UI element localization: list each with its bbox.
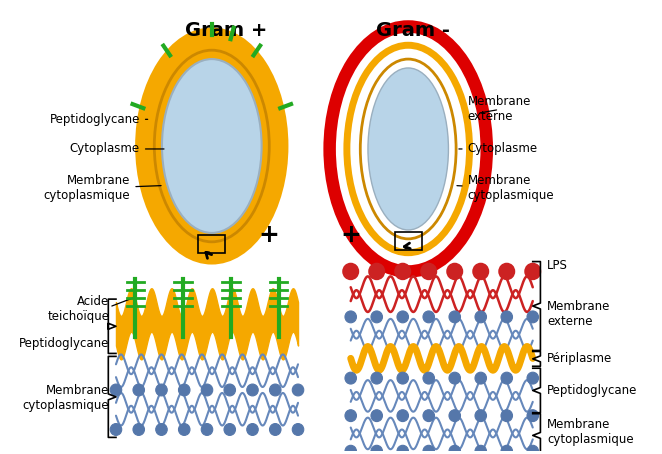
- Circle shape: [527, 410, 538, 422]
- Ellipse shape: [368, 68, 448, 230]
- Text: Membrane
externe: Membrane externe: [467, 95, 531, 123]
- Circle shape: [247, 424, 258, 435]
- Circle shape: [371, 445, 383, 454]
- Circle shape: [449, 311, 461, 323]
- Circle shape: [343, 264, 358, 279]
- Circle shape: [201, 424, 213, 435]
- Circle shape: [397, 372, 408, 384]
- Circle shape: [345, 410, 356, 422]
- Circle shape: [371, 372, 383, 384]
- Circle shape: [397, 445, 408, 454]
- Text: Périplasme: Périplasme: [547, 352, 612, 365]
- Circle shape: [527, 311, 538, 323]
- Text: +: +: [259, 223, 280, 247]
- Circle shape: [449, 445, 461, 454]
- Circle shape: [423, 372, 434, 384]
- Circle shape: [179, 424, 190, 435]
- Text: Membrane
cytoplasmique: Membrane cytoplasmique: [547, 419, 634, 446]
- Bar: [395, 232, 422, 250]
- Circle shape: [395, 264, 410, 279]
- Circle shape: [397, 311, 408, 323]
- Circle shape: [224, 424, 236, 435]
- Circle shape: [111, 424, 122, 435]
- Circle shape: [156, 424, 167, 435]
- Circle shape: [501, 410, 512, 422]
- Ellipse shape: [135, 28, 289, 265]
- Text: +: +: [340, 223, 361, 247]
- Circle shape: [475, 410, 487, 422]
- Circle shape: [292, 424, 304, 435]
- Text: Membrane
cytoplasmique: Membrane cytoplasmique: [44, 174, 161, 202]
- Circle shape: [292, 384, 304, 396]
- Circle shape: [423, 410, 434, 422]
- Text: Membrane
cytoplasmique: Membrane cytoplasmique: [23, 384, 109, 412]
- Text: LPS: LPS: [547, 259, 568, 272]
- Circle shape: [133, 384, 144, 396]
- Ellipse shape: [162, 59, 261, 233]
- Circle shape: [423, 311, 434, 323]
- Text: Cytoplasme: Cytoplasme: [70, 143, 164, 155]
- Circle shape: [269, 384, 281, 396]
- Circle shape: [269, 424, 281, 435]
- Circle shape: [447, 264, 462, 279]
- Circle shape: [527, 372, 538, 384]
- Circle shape: [501, 445, 512, 454]
- Text: Peptidoglycane: Peptidoglycane: [50, 113, 148, 126]
- Circle shape: [475, 311, 487, 323]
- Circle shape: [247, 384, 258, 396]
- Circle shape: [111, 384, 122, 396]
- Circle shape: [369, 264, 385, 279]
- Circle shape: [501, 372, 512, 384]
- Circle shape: [345, 372, 356, 384]
- Circle shape: [371, 410, 383, 422]
- Circle shape: [397, 410, 408, 422]
- Circle shape: [475, 445, 487, 454]
- Circle shape: [473, 264, 489, 279]
- Text: Gram +: Gram +: [185, 20, 267, 39]
- Text: Peptidoglycane: Peptidoglycane: [547, 385, 638, 397]
- Circle shape: [345, 311, 356, 323]
- Circle shape: [179, 384, 190, 396]
- Text: Membrane
externe: Membrane externe: [547, 300, 610, 328]
- Circle shape: [224, 384, 236, 396]
- Text: Cytoplasme: Cytoplasme: [459, 143, 538, 155]
- Bar: [199, 235, 225, 253]
- Circle shape: [499, 264, 514, 279]
- Circle shape: [156, 384, 167, 396]
- Circle shape: [449, 410, 461, 422]
- Circle shape: [449, 372, 461, 384]
- Circle shape: [525, 264, 540, 279]
- Circle shape: [345, 445, 356, 454]
- Circle shape: [371, 311, 383, 323]
- Text: Acide
teichoïque: Acide teichoïque: [47, 295, 109, 323]
- Circle shape: [201, 384, 213, 396]
- Circle shape: [423, 445, 434, 454]
- Text: Membrane
cytoplasmique: Membrane cytoplasmique: [457, 174, 554, 202]
- Text: Gram -: Gram -: [376, 20, 450, 39]
- Circle shape: [133, 424, 144, 435]
- Circle shape: [527, 445, 538, 454]
- Circle shape: [475, 372, 487, 384]
- Circle shape: [501, 311, 512, 323]
- Text: Peptidoglycane: Peptidoglycane: [19, 337, 109, 350]
- Circle shape: [421, 264, 436, 279]
